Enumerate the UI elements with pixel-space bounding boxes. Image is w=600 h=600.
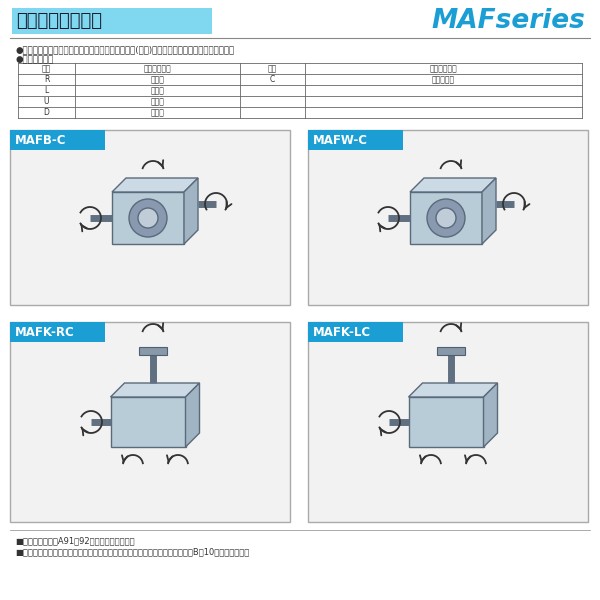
- Text: 出力軸両端: 出力軸両端: [432, 75, 455, 84]
- Text: MAFB-C: MAFB-C: [15, 133, 67, 146]
- FancyBboxPatch shape: [308, 130, 403, 150]
- Circle shape: [129, 199, 167, 237]
- Text: C: C: [270, 75, 275, 84]
- Polygon shape: [184, 178, 198, 244]
- Text: ■特殊な取付状態については、当社へお問い合わせ下さい。なお、参考としてB－10をご覧下さい。: ■特殊な取付状態については、当社へお問い合わせ下さい。なお、参考としてB－10を…: [15, 547, 249, 556]
- Text: 記号: 記号: [42, 64, 51, 73]
- Text: L: L: [44, 86, 49, 95]
- Circle shape: [138, 208, 158, 228]
- Text: 出力軸の方向: 出力軸の方向: [430, 64, 457, 73]
- Polygon shape: [112, 178, 198, 192]
- Text: ■軸配置の詳細はA91・92を参照して下さい。: ■軸配置の詳細はA91・92を参照して下さい。: [15, 536, 134, 545]
- Text: 記号: 記号: [268, 64, 277, 73]
- Text: 上　側: 上 側: [151, 97, 164, 106]
- Polygon shape: [409, 383, 497, 397]
- Text: MAFseries: MAFseries: [431, 8, 585, 34]
- FancyBboxPatch shape: [12, 8, 212, 34]
- FancyBboxPatch shape: [10, 322, 105, 342]
- Text: R: R: [44, 75, 49, 84]
- Text: 軸配置と回転方向: 軸配置と回転方向: [16, 12, 102, 30]
- Polygon shape: [110, 383, 199, 397]
- FancyBboxPatch shape: [308, 322, 403, 342]
- FancyBboxPatch shape: [308, 322, 588, 522]
- Text: D: D: [44, 108, 49, 117]
- Polygon shape: [110, 397, 185, 447]
- Text: U: U: [44, 97, 49, 106]
- Polygon shape: [409, 397, 484, 447]
- Text: 右　側: 右 側: [151, 75, 164, 84]
- Text: 左　側: 左 側: [151, 86, 164, 95]
- Polygon shape: [482, 178, 496, 244]
- Text: 出力軸の方向: 出力軸の方向: [143, 64, 172, 73]
- FancyBboxPatch shape: [437, 347, 465, 355]
- FancyBboxPatch shape: [139, 347, 167, 355]
- FancyBboxPatch shape: [308, 130, 588, 305]
- Text: MAFK-RC: MAFK-RC: [15, 325, 75, 338]
- Polygon shape: [484, 383, 497, 447]
- FancyBboxPatch shape: [10, 130, 105, 150]
- Polygon shape: [112, 192, 184, 244]
- FancyBboxPatch shape: [10, 130, 290, 305]
- Text: MAFK-LC: MAFK-LC: [313, 325, 371, 338]
- Text: MAFW-C: MAFW-C: [313, 133, 368, 146]
- Circle shape: [436, 208, 456, 228]
- Polygon shape: [185, 383, 199, 447]
- FancyBboxPatch shape: [10, 322, 290, 522]
- Text: ●軸配置は入力軸またはモータを手前にして出力軸(青色)の出ている方向で決定して下さい。: ●軸配置は入力軸またはモータを手前にして出力軸(青色)の出ている方向で決定して下…: [15, 45, 234, 54]
- Polygon shape: [410, 192, 482, 244]
- Circle shape: [427, 199, 465, 237]
- Polygon shape: [410, 178, 496, 192]
- Text: ●軸配置の記号: ●軸配置の記号: [15, 55, 53, 64]
- Text: 下　側: 下 側: [151, 108, 164, 117]
